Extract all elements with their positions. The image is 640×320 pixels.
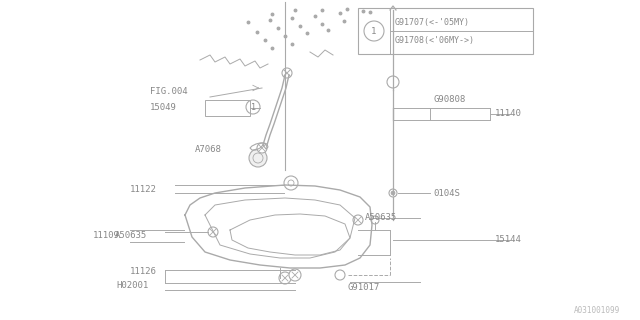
Text: 11140: 11140 [495, 109, 522, 118]
Circle shape [279, 272, 291, 284]
Circle shape [353, 215, 363, 225]
Text: G91707(<-'05MY): G91707(<-'05MY) [395, 18, 470, 27]
Text: G90808: G90808 [433, 95, 465, 105]
Text: G91017: G91017 [348, 283, 380, 292]
Circle shape [335, 270, 345, 280]
Circle shape [389, 189, 397, 197]
Circle shape [391, 191, 395, 195]
Text: 11122: 11122 [130, 185, 157, 194]
Text: A50635: A50635 [365, 213, 397, 222]
Text: 1: 1 [371, 27, 377, 36]
Text: H02001: H02001 [116, 281, 148, 290]
Bar [205, 100, 250, 116]
Circle shape [257, 143, 267, 153]
Text: 0104S: 0104S [433, 188, 460, 197]
Circle shape [249, 149, 267, 167]
Circle shape [284, 176, 298, 190]
Text: FIG.004: FIG.004 [150, 87, 188, 97]
Circle shape [208, 227, 218, 237]
Circle shape [371, 216, 379, 224]
Text: 1: 1 [250, 102, 255, 111]
Circle shape [289, 269, 301, 281]
Circle shape [387, 76, 399, 88]
Text: A031001099: A031001099 [573, 306, 620, 315]
Text: 11126: 11126 [130, 268, 157, 276]
Circle shape [246, 100, 260, 114]
Text: G91708(<'06MY->): G91708(<'06MY->) [395, 36, 475, 45]
Text: A7068: A7068 [195, 146, 222, 155]
Text: 15144: 15144 [495, 236, 522, 244]
Text: 11109: 11109 [93, 231, 120, 241]
Circle shape [282, 68, 292, 78]
Text: A50635: A50635 [115, 231, 147, 241]
Text: 15049: 15049 [150, 103, 177, 113]
Bar [358, 8, 533, 54]
